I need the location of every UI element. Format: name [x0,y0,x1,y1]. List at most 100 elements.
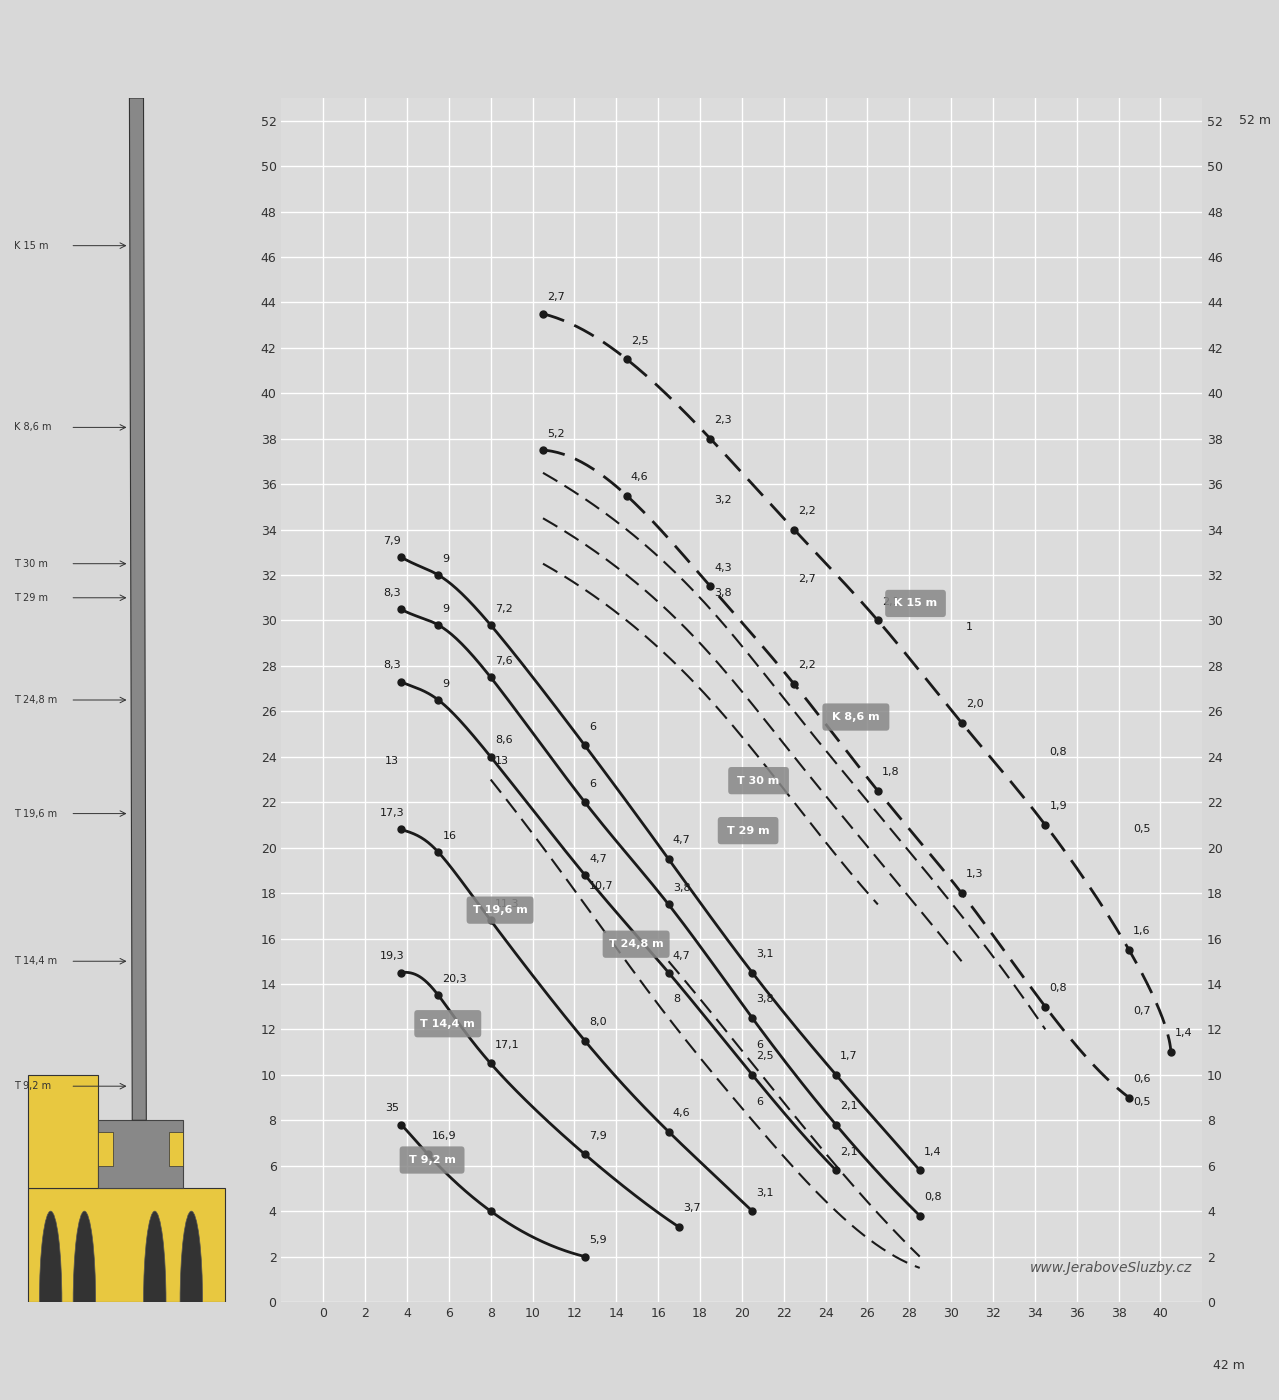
Text: 4,6: 4,6 [673,1107,691,1119]
Text: 1: 1 [966,622,973,631]
Text: 8,3: 8,3 [384,661,402,671]
Polygon shape [98,1120,183,1189]
FancyBboxPatch shape [728,767,789,794]
Text: T 30 m: T 30 m [738,776,780,785]
Text: 1,7: 1,7 [840,1051,858,1061]
Text: 13: 13 [495,756,509,766]
Text: 42 m: 42 m [1212,1359,1244,1372]
Text: 2,2: 2,2 [798,661,816,671]
Text: 16,9: 16,9 [432,1131,457,1141]
Text: T 19,6 m: T 19,6 m [473,906,527,916]
Text: 10,7: 10,7 [590,881,614,890]
Text: K 8,6 m: K 8,6 m [833,713,880,722]
FancyBboxPatch shape [718,818,779,844]
Text: 4,6: 4,6 [631,472,648,482]
Text: T 9,2 m: T 9,2 m [14,1081,51,1091]
Text: 0,7: 0,7 [1133,1005,1151,1016]
Text: 7,9: 7,9 [384,536,402,546]
Text: 8,6: 8,6 [495,735,513,745]
Polygon shape [129,98,146,1120]
Text: 2,5: 2,5 [631,336,648,346]
FancyBboxPatch shape [414,1009,481,1037]
Text: 20,3: 20,3 [443,974,467,984]
Text: 0,8: 0,8 [1050,746,1067,757]
Text: 3,8: 3,8 [756,994,774,1004]
Text: 9: 9 [443,679,450,689]
Text: 7,2: 7,2 [495,603,513,613]
FancyBboxPatch shape [822,703,889,731]
Text: 8: 8 [673,994,680,1004]
Text: T 29 m: T 29 m [726,826,770,836]
Text: K 15 m: K 15 m [894,598,938,609]
Text: K 15 m: K 15 m [14,241,49,251]
Text: 1,8: 1,8 [883,767,899,777]
Text: 2,1: 2,1 [840,1147,858,1156]
Text: 1,3: 1,3 [966,869,984,879]
Text: 11,3: 11,3 [495,899,519,909]
Text: 0,6: 0,6 [1133,1074,1151,1084]
Text: 2,3: 2,3 [715,416,733,426]
Text: 5,2: 5,2 [547,428,565,438]
Text: 7,6: 7,6 [495,657,513,666]
Text: 3,1: 3,1 [756,1187,774,1197]
Text: 8,3: 8,3 [384,588,402,598]
Text: 6: 6 [756,1096,764,1106]
Circle shape [40,1211,61,1393]
Text: 2,5: 2,5 [756,1051,774,1061]
Text: 3,2: 3,2 [715,494,733,504]
Text: 3,7: 3,7 [683,1204,701,1214]
Text: 6: 6 [756,1040,764,1050]
Text: 19,3: 19,3 [380,951,404,962]
Text: 4,7: 4,7 [590,854,606,864]
FancyBboxPatch shape [602,931,670,958]
Text: 0,5: 0,5 [1133,1096,1151,1106]
Text: T 9,2 m: T 9,2 m [408,1155,455,1165]
Text: www.JeraboveSluzby.cz: www.JeraboveSluzby.cz [1030,1261,1192,1275]
Text: 2,7: 2,7 [798,574,816,584]
Text: 4,7: 4,7 [673,951,691,962]
Polygon shape [28,1075,98,1189]
Text: 2,2: 2,2 [798,505,816,517]
FancyBboxPatch shape [399,1147,464,1173]
Text: 16: 16 [443,830,457,841]
Text: 13: 13 [385,756,399,766]
Text: 0,8: 0,8 [923,1191,941,1203]
Circle shape [180,1211,202,1393]
Text: 17,1: 17,1 [495,1040,519,1050]
Text: 4,7: 4,7 [673,836,691,846]
Text: 3,1: 3,1 [756,949,774,959]
Text: 52 m: 52 m [1239,115,1271,127]
Text: T 19,6 m: T 19,6 m [14,809,58,819]
Text: 2,0: 2,0 [966,699,984,708]
Text: T 29 m: T 29 m [14,592,49,603]
Text: 1,9: 1,9 [1050,801,1067,812]
Text: T 30 m: T 30 m [14,559,47,568]
Text: 3,8: 3,8 [673,883,691,893]
Text: 2,1: 2,1 [840,1102,858,1112]
Text: K 8,6 m: K 8,6 m [14,423,51,433]
Text: 0,8: 0,8 [1050,983,1067,993]
Text: 3,8: 3,8 [715,588,733,598]
Polygon shape [169,1131,183,1166]
Text: 7,9: 7,9 [590,1131,606,1141]
Text: T 14,4 m: T 14,4 m [14,956,58,966]
Text: 1,6: 1,6 [1133,927,1151,937]
Text: T 24,8 m: T 24,8 m [609,939,664,949]
Text: 1,4: 1,4 [923,1147,941,1156]
Text: 8,0: 8,0 [590,1018,606,1028]
Text: 4,3: 4,3 [715,563,733,573]
Text: 2,7: 2,7 [547,293,565,302]
Polygon shape [98,1131,113,1166]
Text: 5,9: 5,9 [590,1235,606,1245]
Polygon shape [28,1189,225,1302]
Text: 0,5: 0,5 [1133,825,1151,834]
Text: 9: 9 [443,553,450,564]
Text: 6: 6 [590,778,596,788]
FancyBboxPatch shape [885,589,946,617]
FancyBboxPatch shape [467,896,533,924]
Text: T 14,4 m: T 14,4 m [421,1019,475,1029]
Text: T 24,8 m: T 24,8 m [14,694,58,706]
Circle shape [73,1211,96,1393]
Text: 35: 35 [385,1103,399,1113]
Text: 17,3: 17,3 [380,808,404,818]
